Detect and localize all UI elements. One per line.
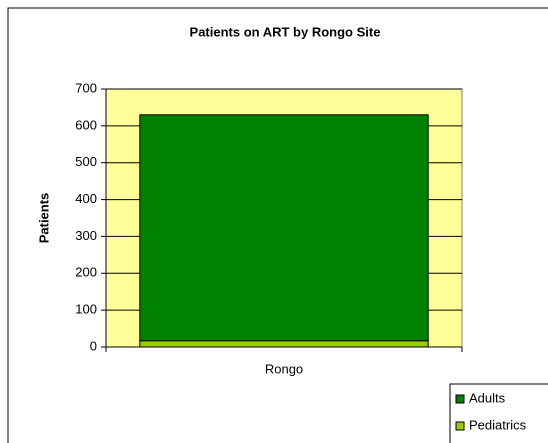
y-tick-label: 600 xyxy=(75,117,97,132)
bar-segment xyxy=(139,340,429,348)
legend-label: Adults xyxy=(469,390,506,405)
legend-label: Pediatrics xyxy=(469,417,527,432)
chart-title: Patients on ART by Rongo Site xyxy=(190,24,381,39)
x-tick-label: Rongo xyxy=(265,361,303,376)
legend-swatch xyxy=(455,394,465,404)
y-axis-label: Patients xyxy=(36,193,51,244)
bar-segment xyxy=(139,114,429,342)
y-tick-label: 100 xyxy=(75,302,97,317)
legend-swatch xyxy=(455,421,465,431)
y-tick-label: 500 xyxy=(75,154,97,169)
y-tick-label: 200 xyxy=(75,265,97,280)
y-tick-label: 0 xyxy=(90,338,97,353)
y-tick-label: 700 xyxy=(75,80,97,95)
legend-box xyxy=(449,383,548,443)
y-tick-label: 300 xyxy=(75,228,97,243)
y-tick-label: 400 xyxy=(75,191,97,206)
